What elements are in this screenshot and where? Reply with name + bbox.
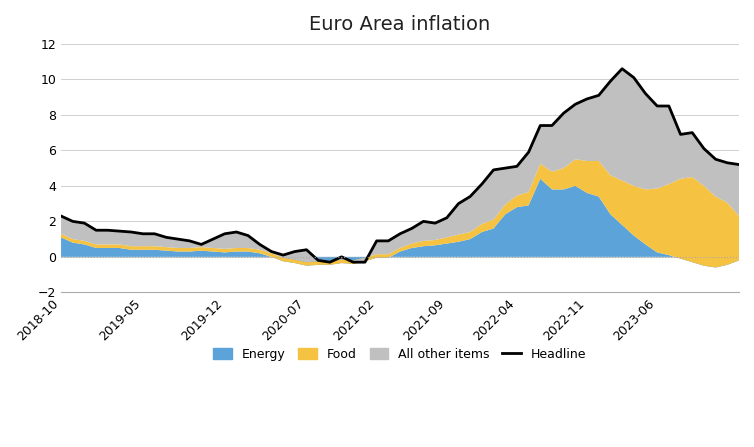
Headline: [80, 220, 89, 226]
Headline: [419, 219, 428, 224]
Line: Headline: Headline: [61, 69, 739, 262]
Legend: Energy, Food, All other items, Headline: Energy, Food, All other items, Headline: [208, 342, 592, 366]
Headline: [161, 235, 170, 240]
Headline: [618, 66, 627, 72]
Title: Euro Area inflation: Euro Area inflation: [309, 15, 491, 34]
Headline: [734, 162, 743, 167]
Headline: [127, 229, 136, 235]
Headline: [232, 229, 241, 235]
Headline: [559, 110, 569, 116]
Headline: [57, 213, 66, 219]
Headline: [326, 260, 335, 265]
